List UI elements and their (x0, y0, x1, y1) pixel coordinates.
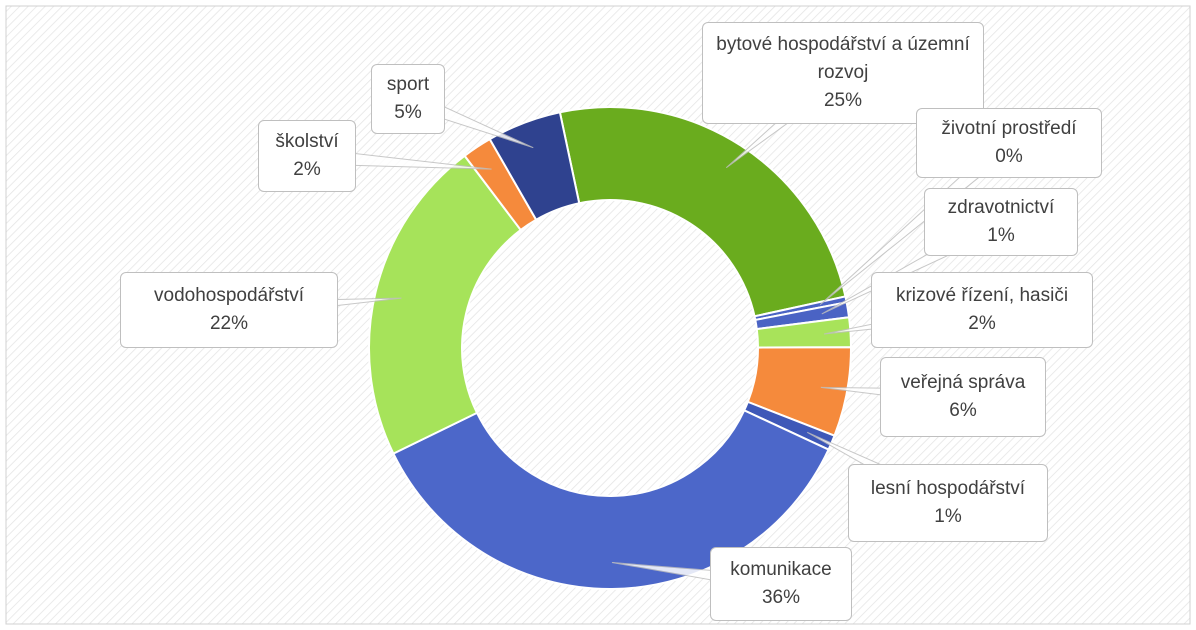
data-label: krizové řízení, hasiči 2% (871, 272, 1093, 348)
data-label: životní prostředí 0% (916, 108, 1102, 178)
data-label: lesní hospodářství 1% (848, 464, 1048, 542)
value-label: 0% (995, 146, 1023, 167)
category-label: krizové řízení, hasiči (895, 285, 1069, 306)
data-label: bytové hospodářství a územní rozvoj 25% (702, 22, 984, 124)
data-label: sport 5% (371, 64, 445, 134)
category-label: školství (275, 131, 339, 152)
value-label: 1% (934, 506, 962, 527)
data-label: komunikace 36% (710, 547, 852, 621)
category-label: zdravotnictví (947, 197, 1055, 218)
value-label: 6% (949, 400, 977, 421)
value-label: 2% (293, 159, 321, 180)
category-label: lesní hospodářství (870, 478, 1026, 499)
value-label: 22% (209, 313, 249, 334)
value-label: 36% (761, 587, 801, 608)
category-label: veřejná správa (900, 372, 1026, 393)
category-label: komunikace (730, 559, 832, 580)
category-label: sport (386, 74, 430, 95)
data-label: veřejná správa 6% (880, 357, 1046, 437)
slice (558, 106, 847, 318)
value-label: 25% (823, 90, 863, 111)
category-label: vodohospodářství (154, 285, 304, 306)
data-label: školství 2% (258, 120, 356, 192)
data-label: zdravotnictví 1% (924, 188, 1078, 256)
category-label: životní prostředí (941, 118, 1077, 139)
slice (368, 154, 523, 455)
value-label: 5% (394, 102, 422, 123)
value-label: 1% (987, 225, 1015, 246)
value-label: 2% (968, 313, 996, 334)
data-label: vodohospodářství 22% (120, 272, 338, 348)
category-label: bytové hospodářství a územní rozvoj (716, 34, 970, 83)
